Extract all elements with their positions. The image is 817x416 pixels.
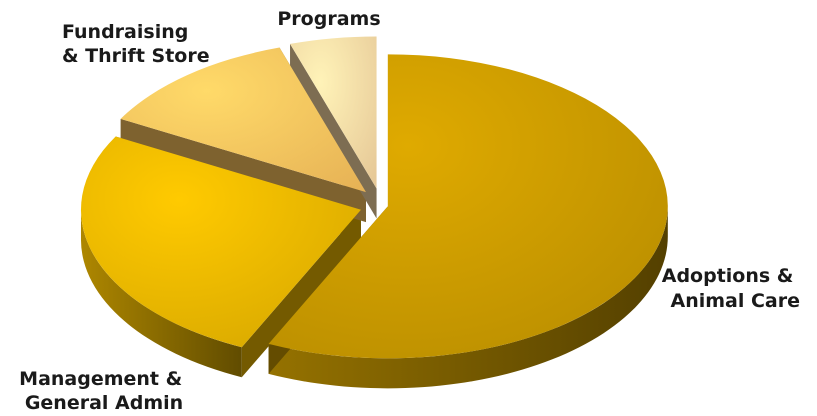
slice-label-programs-line-1: Programs: [277, 8, 380, 30]
pie-labels: Adoptions & Animal Care Management & Gen…: [19, 8, 800, 414]
slice-management: [80, 136, 361, 348]
slice-programs: [290, 36, 377, 189]
slice-wall-management-0: [241, 209, 361, 378]
slice-label-fundraising: Fundraising & Thrift Store: [62, 21, 210, 67]
slice-label-adoptions-line-1: Adoptions &: [662, 265, 794, 287]
slice-label-adoptions: Adoptions & Animal Care: [662, 265, 800, 312]
slice-adoptions: [268, 54, 668, 359]
pie-tops: [80, 36, 668, 359]
slice-side-management: [80, 209, 242, 378]
slice-label-management: Management & General Admin: [19, 368, 189, 414]
slice-fundraising: [120, 47, 366, 193]
slice-label-fundraising-line-2: & Thrift Store: [62, 45, 210, 67]
slice-label-management-line-2: General Admin: [25, 392, 183, 414]
slice-label-fundraising-line-1: Fundraising: [62, 21, 188, 43]
slice-label-programs: Programs: [277, 8, 380, 30]
slice-label-adoptions-line-2: Animal Care: [670, 290, 800, 312]
slice-label-management-line-1: Management &: [19, 368, 182, 390]
slice-side-adoptions: [268, 206, 668, 389]
